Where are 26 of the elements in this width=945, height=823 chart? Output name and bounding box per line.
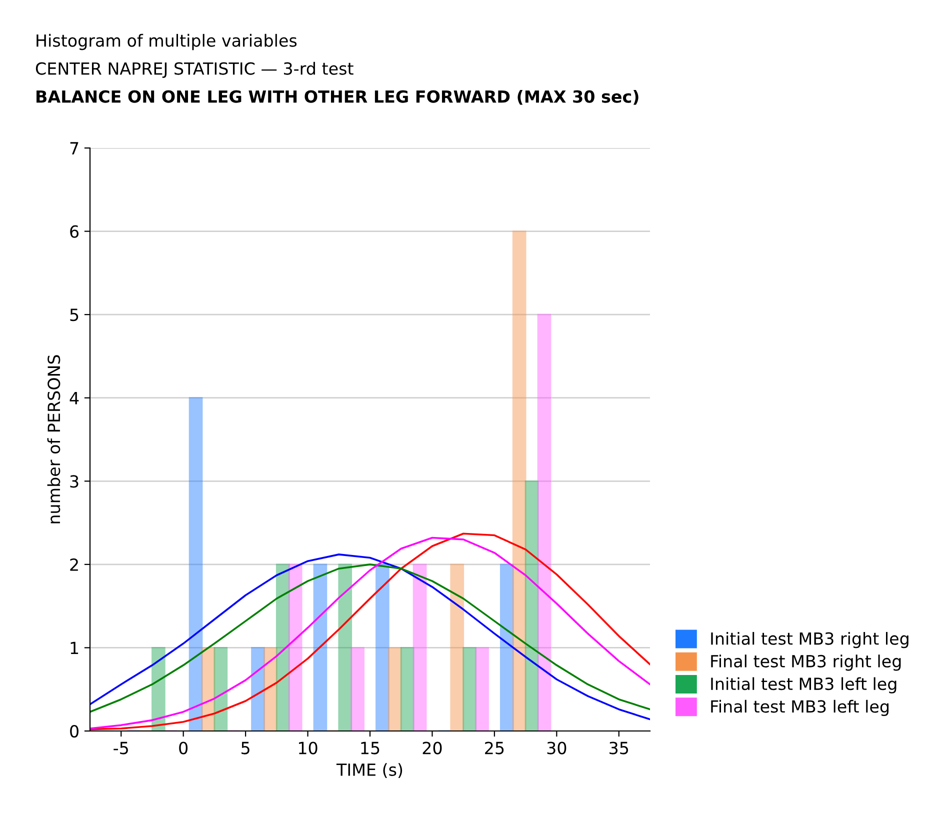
legend-label: Initial test MB3 right leg [711,632,908,648]
x-tick-label: 20 [422,742,442,754]
x-tick-label: 0 [179,742,188,754]
y-axis-title: number of PERSONS [47,355,60,524]
y-tick-label: 7 [70,142,78,154]
legend-label: Final test MB3 right leg [711,654,901,671]
y-tick-label: 5 [70,308,78,322]
x-tick-label: 30 [547,742,566,754]
legend-label: Initial test MB3 left leg [711,677,896,694]
y-tick-label: 0 [70,724,78,738]
y-tick-label: 2 [70,558,78,571]
y-tick-label: 6 [70,225,79,238]
y-tick-label: 1 [70,642,78,654]
text: CENTER NAPREJ STATISTIC — 3-rd test [36,62,354,78]
x-tick-label: 15 [361,742,380,754]
x-tick-label: 10 [299,742,318,754]
x-tick-label: 25 [485,742,504,754]
x-axis-title: TIME (s) [336,763,402,778]
text: BALANCE ON ONE LEG WITH OTHER LEG FORWARD (MAX 30 sec) [36,90,638,105]
x-tick-label: -5 [114,742,128,754]
y-tick-label: 3 [70,475,78,488]
legend-label: Final test MB3 left leg [711,700,889,716]
y-tick-label: 4 [70,392,79,404]
x-tick-label: 35 [610,742,628,754]
x-tick-label: 5 [242,742,250,754]
chart-title: Histogram of multiple variables [36,34,297,50]
